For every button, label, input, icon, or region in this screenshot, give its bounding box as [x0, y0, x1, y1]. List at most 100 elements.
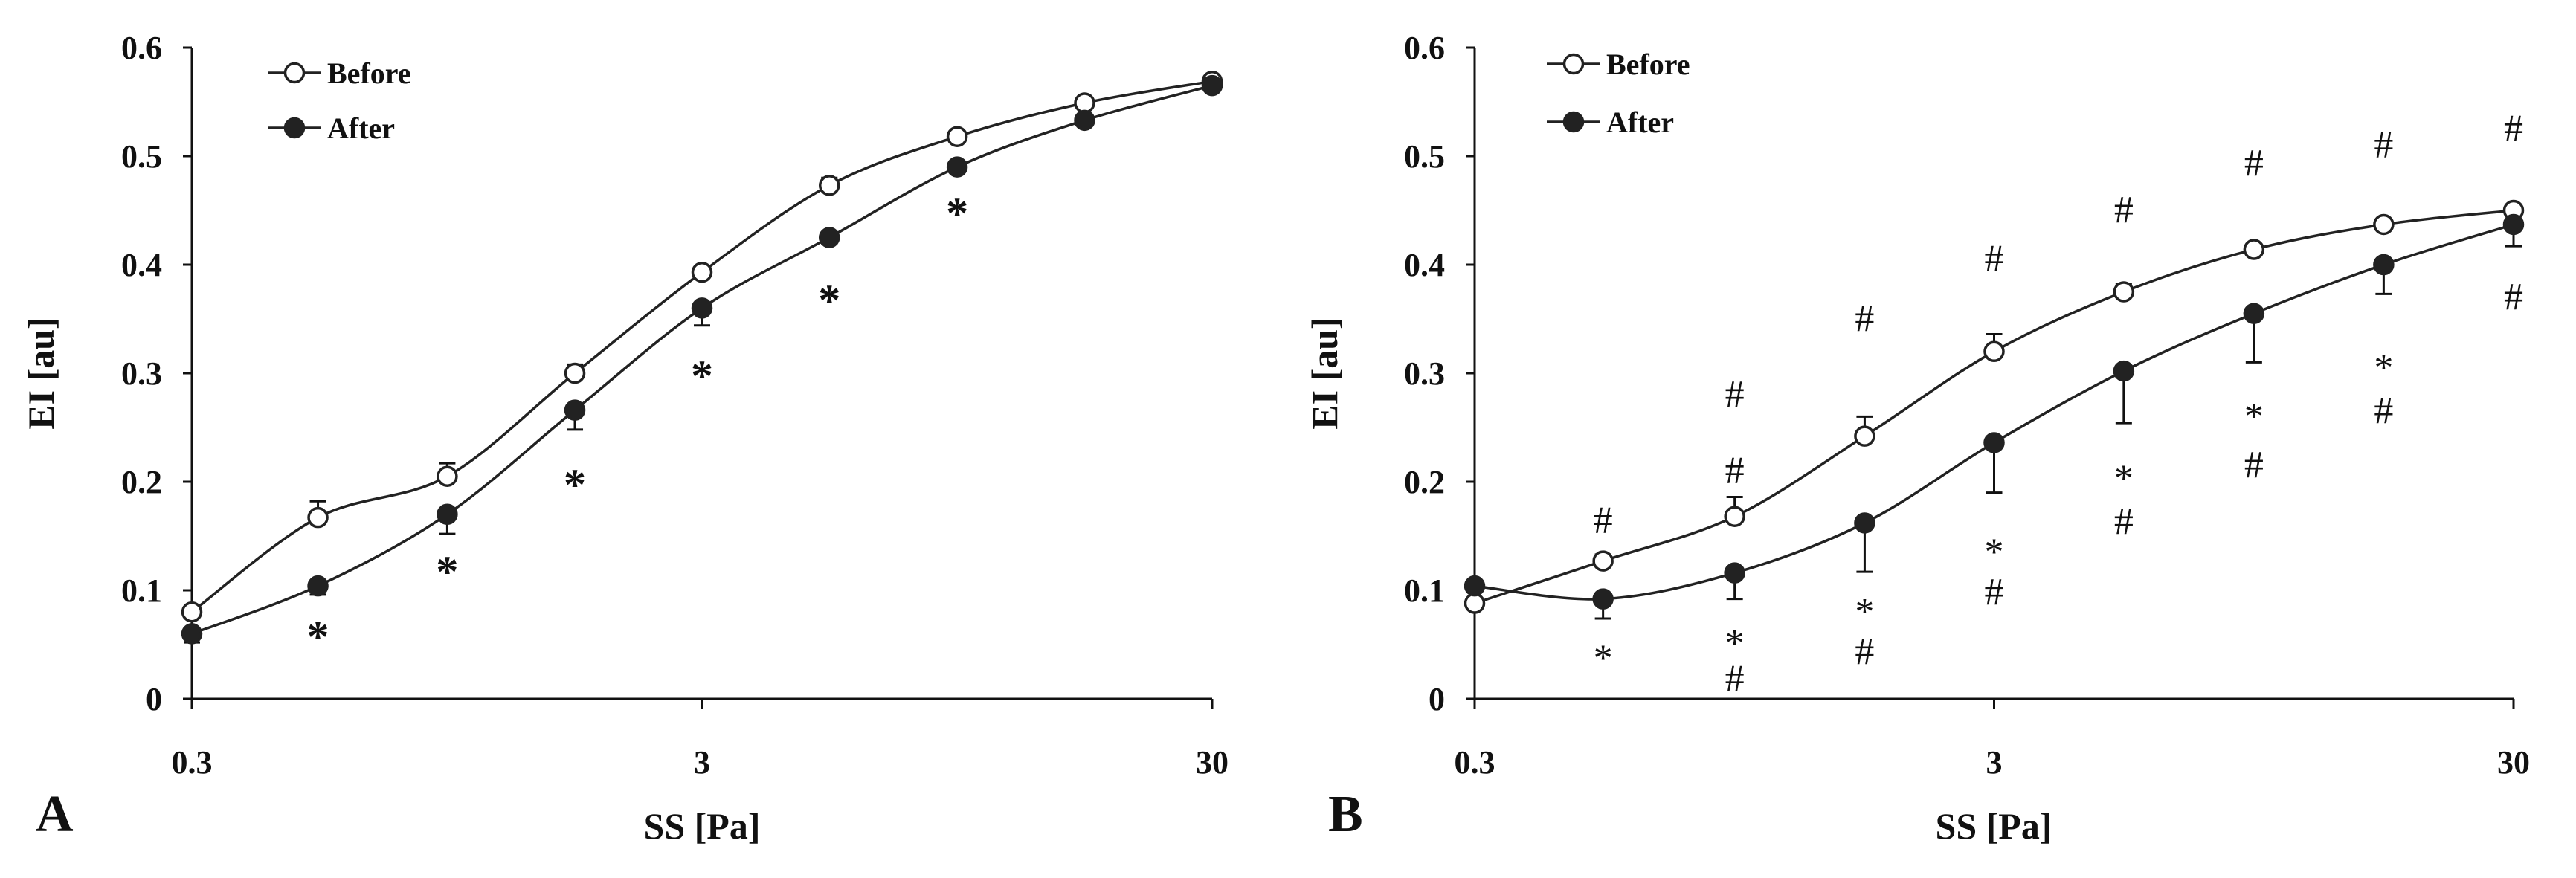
- legend-marker: [283, 117, 306, 139]
- x-tick-label: 30: [2497, 744, 2530, 781]
- significance-hash: #: [1855, 297, 1874, 340]
- y-tick-label: 0.6: [1404, 30, 1445, 66]
- chart-panel-b: 0 0.1 0.2 0.3 0.4 0.5 0.6 0.3 3 30 SS [Pa] EI [au] B…: [1304, 30, 2530, 847]
- panel-letter: A: [36, 786, 74, 843]
- significance-star: *: [691, 352, 713, 401]
- before-point: [307, 506, 329, 529]
- after-point: [2373, 254, 2395, 276]
- y-axis-label: EI [au]: [1304, 317, 1345, 429]
- significance-hash: #: [2244, 444, 2264, 486]
- significance-hash: #: [1985, 238, 2004, 280]
- significance-star: *: [2374, 346, 2393, 389]
- legend-label: Before: [327, 57, 411, 90]
- y-tick-label: 0.3: [121, 355, 162, 392]
- after-point: [307, 575, 329, 597]
- y-tick-label: 0.5: [1404, 138, 1445, 175]
- significance-star: *: [818, 276, 840, 325]
- significance-star: *: [307, 612, 329, 661]
- significance-star: *: [2114, 457, 2134, 500]
- after-point: [1074, 109, 1095, 132]
- after-point: [1854, 512, 1875, 534]
- x-tick-label: 0.3: [172, 744, 213, 781]
- after-point: [437, 503, 458, 526]
- y-tick-label: 0.2: [1404, 464, 1445, 500]
- before-point: [437, 465, 458, 487]
- before-point: [2113, 281, 2135, 303]
- y-tick-label: 0.1: [121, 572, 162, 609]
- after-point: [691, 297, 713, 319]
- y-tick-label: 0.3: [1404, 355, 1445, 392]
- significance-hash: #: [2374, 123, 2393, 166]
- significance-hash: #: [1855, 630, 1874, 673]
- significance-star: *: [2244, 396, 2264, 438]
- after-point: [2243, 303, 2265, 324]
- legend-marker: [1562, 53, 1585, 75]
- after-point: [1464, 575, 1486, 597]
- x-tick-label: 3: [1986, 744, 2003, 781]
- significance-star: *: [1725, 622, 1745, 665]
- significance-star: *: [436, 547, 458, 596]
- y-tick-label: 0.4: [121, 247, 162, 283]
- after-point: [2113, 360, 2135, 382]
- after-point: [181, 623, 203, 645]
- before-point: [818, 175, 840, 196]
- y-tick-label: 0.5: [121, 138, 162, 175]
- x-axis-label: SS [Pa]: [1936, 805, 2052, 847]
- significance-hash: #: [2504, 276, 2523, 318]
- after-point: [1724, 562, 1745, 584]
- significance-hash: #: [2114, 189, 2134, 231]
- after-point: [946, 156, 968, 178]
- legend-label: After: [327, 112, 395, 145]
- before-point: [691, 261, 713, 283]
- legend-label: Before: [1606, 48, 1690, 81]
- significance-star: *: [564, 460, 586, 509]
- significance-hash: #: [1594, 500, 1613, 542]
- significance-hash: #: [2244, 142, 2264, 184]
- after-point: [818, 227, 840, 248]
- after-point: [1983, 432, 2005, 453]
- before-point: [1074, 92, 1095, 114]
- legend-marker: [1562, 111, 1585, 133]
- significance-hash: #: [1725, 658, 1745, 700]
- after-point: [1201, 74, 1223, 97]
- after-point: [564, 399, 586, 421]
- y-axis-label: EI [au]: [20, 317, 62, 429]
- before-point: [1592, 550, 1614, 572]
- before-point: [2243, 239, 2265, 260]
- significance-star: *: [1855, 591, 1874, 633]
- before-point: [1983, 340, 2005, 363]
- x-tick-label: 0.3: [1455, 744, 1495, 781]
- y-tick-label: 0.6: [121, 30, 162, 66]
- y-tick-label: 0.2: [121, 464, 162, 500]
- significance-star: *: [1985, 532, 2004, 574]
- before-point: [2373, 213, 2395, 236]
- significance-hash: #: [1725, 449, 1745, 491]
- before-series-line: [190, 80, 1213, 613]
- before-point: [564, 362, 586, 384]
- y-tick-label: 0.1: [1404, 572, 1445, 609]
- before-point: [181, 601, 203, 623]
- y-tick-label: 0: [146, 681, 162, 717]
- y-tick-label: 0: [1429, 681, 1445, 717]
- significance-hash: #: [2114, 500, 2134, 543]
- before-point: [1724, 506, 1745, 527]
- significance-hash: #: [1985, 571, 2004, 613]
- x-tick-label: 30: [1196, 744, 1229, 781]
- y-tick-label: 0.4: [1404, 247, 1445, 283]
- legend-label: After: [1606, 106, 1674, 139]
- before-point: [1854, 425, 1875, 447]
- significance-hash: #: [2374, 390, 2393, 432]
- panel-letter: B: [1328, 786, 1363, 843]
- significance-star: *: [1594, 638, 1613, 680]
- significance-star: *: [946, 189, 968, 238]
- after-point: [2502, 213, 2525, 236]
- after-point: [1592, 588, 1614, 610]
- legend-marker: [283, 62, 306, 84]
- before-point: [1464, 593, 1486, 614]
- before-point: [946, 126, 968, 147]
- significance-hash: #: [1725, 373, 1745, 416]
- x-tick-label: 3: [694, 744, 710, 781]
- x-axis-label: SS [Pa]: [644, 805, 761, 847]
- chart-panel-a: 0 0.1 0.2 0.3 0.4 0.5 0.6 0.3 3 30 SS [Pa] EI [au] A…: [20, 30, 1229, 847]
